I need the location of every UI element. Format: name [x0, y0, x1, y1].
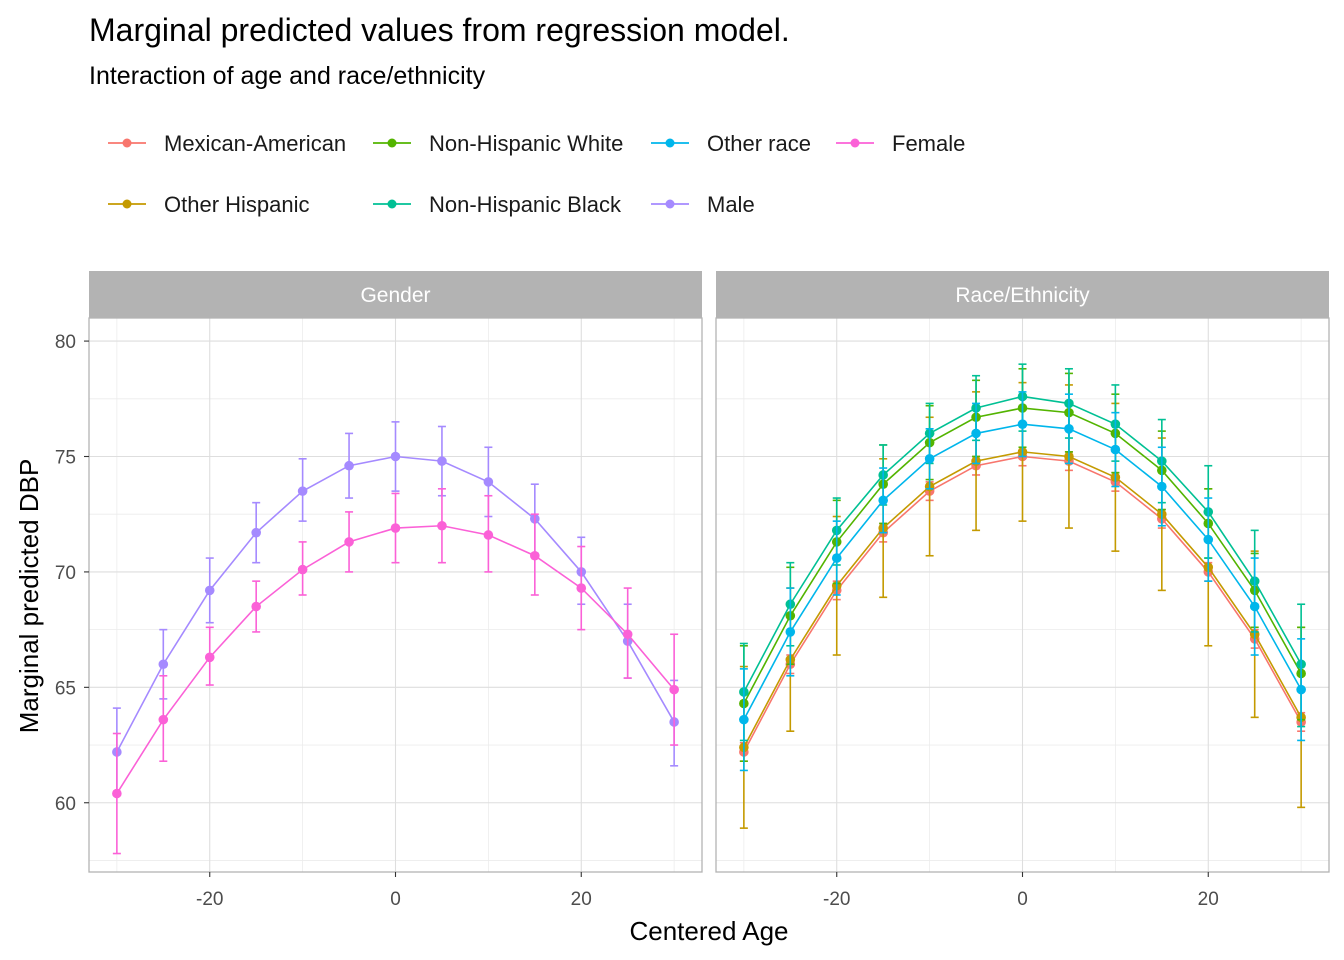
panel-race-ethnicity: Race/Ethnicity -20 0 20 [715, 271, 1330, 910]
legend-key-point [122, 199, 132, 209]
chart-subtitle: Interaction of age and race/ethnicity [89, 62, 486, 90]
x-tick-label: 20 [571, 889, 592, 910]
legend-label: Other Hispanic [164, 192, 310, 217]
data-point [204, 585, 215, 596]
data-point [739, 714, 749, 725]
legend-label: Other race [707, 131, 811, 156]
data-point [971, 428, 981, 439]
data-point [158, 714, 169, 725]
y-tick-label: 60 [55, 794, 76, 815]
strip-background [89, 271, 702, 318]
x-tick-label: 0 [390, 889, 401, 910]
data-point [251, 527, 261, 538]
data-point [297, 486, 308, 496]
panels: Gender -20 0 20 60 65 70 75 80 Race/Ethnicity -20 0… [55, 271, 1330, 910]
legend-key-point [850, 138, 860, 148]
data-point [1110, 444, 1121, 455]
data-point [158, 659, 169, 670]
data-point [831, 553, 842, 563]
data-point [1203, 534, 1214, 545]
data-point [437, 520, 447, 531]
x-tick-label: 0 [1017, 889, 1028, 910]
strip-label: Gender [360, 284, 430, 307]
data-point [483, 530, 494, 540]
x-axis: -20 0 20 [196, 872, 592, 910]
legend-item-other-hispanic: Other Hispanic [108, 192, 310, 217]
y-tick-label: 70 [55, 563, 76, 584]
chart-title: Marginal predicted values from regressio… [89, 12, 790, 48]
data-point [483, 477, 494, 487]
series-other-race [739, 391, 1306, 772]
data-point [1157, 481, 1167, 492]
y-axis: 60 65 70 75 80 [55, 332, 89, 815]
y-tick-label: 65 [55, 678, 76, 699]
legend-item-female: Female [836, 131, 965, 156]
legend-item-mexican-american: Mexican-American [108, 131, 346, 156]
y-axis-title: Marginal predicted DBP [14, 459, 44, 734]
data-point [344, 460, 354, 471]
legend: Mexican-American Non-Hispanic White Other … [108, 131, 965, 217]
strip-background [716, 271, 1329, 318]
data-point [437, 456, 447, 466]
data-point [390, 451, 401, 462]
x-axis-title: Centered Age [629, 916, 788, 946]
data-point [924, 454, 935, 464]
strip-label: Race/Ethnicity [955, 284, 1090, 307]
legend-label: Non-Hispanic White [429, 131, 623, 156]
data-point [112, 788, 122, 799]
data-point [622, 629, 633, 640]
x-tick-label: 20 [1198, 889, 1219, 910]
legend-key-point [122, 138, 132, 148]
data-point [878, 495, 888, 506]
legend-key-point [665, 138, 675, 148]
series-female [112, 488, 679, 855]
legend-key-point [387, 199, 397, 209]
data-point [1064, 424, 1074, 434]
data-point [344, 537, 354, 547]
data-point [576, 583, 587, 593]
panel-gender: Gender -20 0 20 60 65 70 75 80 [55, 271, 703, 910]
x-tick-label: -20 [823, 889, 850, 910]
data-point [785, 627, 796, 637]
legend-label: Non-Hispanic Black [429, 192, 622, 217]
legend-item-other-race: Other race [651, 131, 811, 156]
data-point [1017, 419, 1028, 429]
legend-label: Male [707, 192, 755, 217]
data-point [390, 523, 401, 533]
legend-item-male: Male [651, 192, 755, 217]
x-tick-label: -20 [196, 889, 223, 910]
data-point [204, 652, 215, 663]
data-point [251, 601, 261, 612]
data-point [1249, 601, 1260, 612]
y-tick-label: 80 [55, 332, 76, 353]
legend-item-non-hispanic-white: Non-Hispanic White [373, 131, 623, 156]
y-tick-label: 75 [55, 448, 76, 469]
gridlines [89, 318, 702, 872]
legend-item-non-hispanic-black: Non-Hispanic Black [373, 192, 622, 217]
legend-key-point [665, 199, 675, 209]
data-point [1296, 684, 1306, 695]
legend-label: Mexican-American [164, 131, 346, 156]
data-point [530, 550, 540, 561]
x-axis: -20 0 20 [823, 872, 1219, 910]
legend-label: Female [892, 131, 965, 156]
legend-key-point [387, 138, 397, 148]
data-point [297, 564, 308, 575]
data-point [669, 684, 679, 695]
